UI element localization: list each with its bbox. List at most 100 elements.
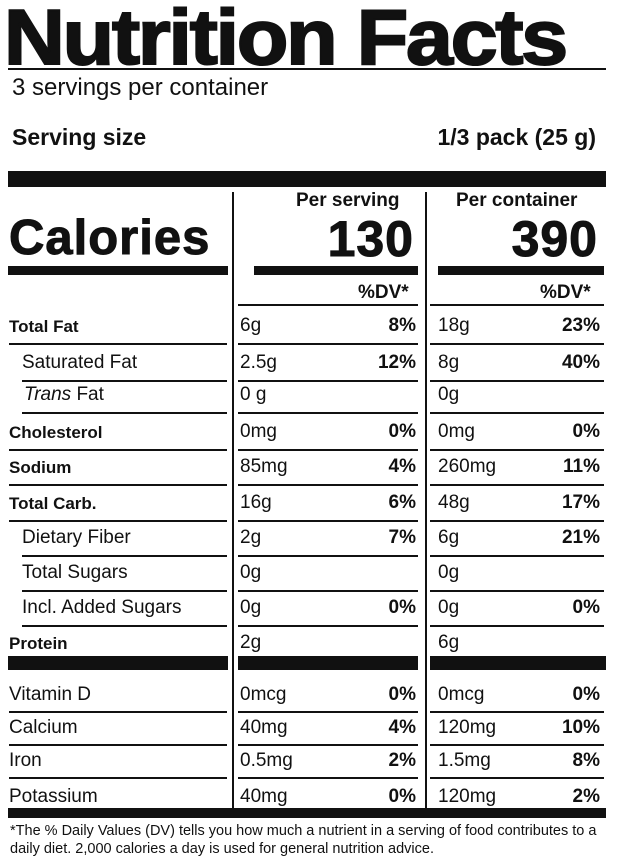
mineral-rule-container bbox=[430, 777, 604, 779]
row-rule-container bbox=[430, 380, 604, 382]
serving-amount: 0mg bbox=[240, 421, 277, 442]
container-amount: 0g bbox=[438, 562, 460, 583]
serving-dv: 12% bbox=[377, 352, 416, 373]
nutrient-label: Saturated Fat bbox=[22, 352, 138, 373]
mineral-serving-amount: 0mcg bbox=[240, 684, 287, 705]
row-rule-serving bbox=[238, 484, 418, 486]
serving-dv: 0% bbox=[388, 597, 416, 618]
mineral-rule-serving bbox=[238, 711, 418, 713]
nutrient-label: Dietary Fiber bbox=[22, 527, 131, 548]
mineral-rule-label bbox=[9, 777, 227, 779]
row-rule-serving bbox=[238, 412, 418, 414]
container-amount: 18g bbox=[438, 315, 470, 336]
serving-amount: 16g bbox=[240, 492, 272, 513]
calories-label: Calories bbox=[8, 211, 211, 266]
trans-italic: Trans bbox=[24, 384, 72, 405]
row-rule-label bbox=[22, 590, 227, 592]
mineral-serving-amount: 40mg bbox=[240, 717, 288, 738]
calories-bar-left bbox=[8, 266, 228, 275]
serving-dv: 0% bbox=[388, 421, 416, 442]
row-rule-container bbox=[430, 625, 604, 627]
serving-dv: 7% bbox=[388, 527, 416, 548]
thick-divider-top bbox=[8, 171, 606, 187]
row-rule-label bbox=[22, 555, 227, 557]
calories-per-container: 390 bbox=[511, 211, 598, 268]
mineral-label: Potassium bbox=[9, 786, 98, 807]
thick-divider-vitamins-left bbox=[8, 656, 228, 670]
servings-per-container: 3 servings per container bbox=[12, 74, 269, 101]
mineral-label: Iron bbox=[9, 750, 42, 771]
thick-divider-bottom bbox=[8, 808, 606, 818]
dv-header-container: %DV* bbox=[540, 282, 591, 303]
mineral-container-dv: 10% bbox=[561, 717, 600, 738]
dv-header-rule-container bbox=[430, 304, 604, 306]
mineral-rule-label bbox=[9, 744, 227, 746]
row-rule-container bbox=[430, 412, 604, 414]
calories-bar-serving bbox=[254, 266, 418, 275]
row-rule-serving bbox=[238, 343, 418, 345]
nutrient-label: Cholesterol bbox=[9, 423, 103, 442]
row-rule-serving bbox=[238, 520, 418, 522]
nutrient-label: Total Carb. bbox=[9, 494, 97, 513]
mineral-rule-serving bbox=[238, 744, 418, 746]
container-amount: 6g bbox=[438, 527, 460, 548]
row-rule-container bbox=[430, 555, 604, 557]
mineral-serving-dv: 4% bbox=[388, 717, 416, 738]
serving-amount: 2g bbox=[240, 632, 262, 653]
row-rule-label bbox=[22, 625, 227, 627]
footnote: *The % Daily Values (DV) tells you how m… bbox=[10, 823, 597, 857]
row-rule-label bbox=[22, 412, 227, 414]
row-rule-serving bbox=[238, 380, 418, 382]
mineral-container-amount: 120mg bbox=[438, 786, 497, 807]
serving-size-value: 1/3 pack (25 g) bbox=[437, 124, 596, 150]
row-rule-container bbox=[430, 520, 604, 522]
mineral-container-amount: 120mg bbox=[438, 717, 497, 738]
row-rule-container bbox=[430, 484, 604, 486]
mineral-container-dv: 2% bbox=[572, 786, 600, 807]
mineral-container-dv: 0% bbox=[572, 684, 600, 705]
container-amount: 0mg bbox=[438, 421, 475, 442]
container-dv: 0% bbox=[572, 597, 600, 618]
container-dv: 21% bbox=[561, 527, 600, 548]
serving-amount: 85mg bbox=[240, 456, 288, 477]
container-amount: 8g bbox=[438, 352, 460, 373]
row-rule-container bbox=[430, 449, 604, 451]
serving-dv: 4% bbox=[388, 456, 416, 477]
row-rule-label bbox=[22, 380, 227, 382]
mineral-label: Calcium bbox=[9, 717, 78, 738]
row-rule-serving bbox=[238, 555, 418, 557]
per-serving-label: Per serving bbox=[296, 190, 400, 211]
nutrient-label: Sodium bbox=[9, 458, 72, 477]
calories-bar-container bbox=[438, 266, 604, 275]
container-dv: 40% bbox=[561, 352, 600, 373]
trans-rest: Fat bbox=[71, 384, 104, 405]
mineral-container-dv: 8% bbox=[572, 750, 600, 771]
row-rule-container bbox=[430, 590, 604, 592]
title-rule bbox=[8, 68, 606, 70]
dv-header-rule-serving bbox=[238, 304, 418, 306]
nutrient-label: Incl. Added Sugars bbox=[22, 597, 182, 618]
container-amount: 0g bbox=[438, 384, 460, 405]
row-rule-label bbox=[9, 449, 227, 451]
row-rule-serving bbox=[238, 449, 418, 451]
serving-amount: 2g bbox=[240, 527, 262, 548]
serving-size-label: Serving size bbox=[12, 124, 147, 150]
container-amount: 48g bbox=[438, 492, 470, 513]
mineral-rule-label bbox=[9, 711, 227, 713]
serving-amount: 0g bbox=[240, 597, 262, 618]
container-dv: 17% bbox=[561, 492, 600, 513]
nutrient-label: Total Sugars bbox=[22, 562, 128, 583]
mineral-rule-container bbox=[430, 711, 604, 713]
serving-amount: 0g bbox=[240, 562, 262, 583]
column-separator-2 bbox=[425, 192, 427, 808]
mineral-serving-dv: 2% bbox=[388, 750, 416, 771]
thick-divider-vitamins-container bbox=[430, 656, 606, 670]
dv-header-serving: %DV* bbox=[358, 282, 409, 303]
row-rule-label bbox=[9, 484, 227, 486]
serving-amount: 0 g bbox=[240, 384, 267, 405]
row-rule-serving bbox=[238, 590, 418, 592]
mineral-serving-dv: 0% bbox=[388, 684, 416, 705]
mineral-rule-serving bbox=[238, 777, 418, 779]
mineral-serving-dv: 0% bbox=[388, 786, 416, 807]
calories-per-serving: 130 bbox=[327, 211, 414, 268]
